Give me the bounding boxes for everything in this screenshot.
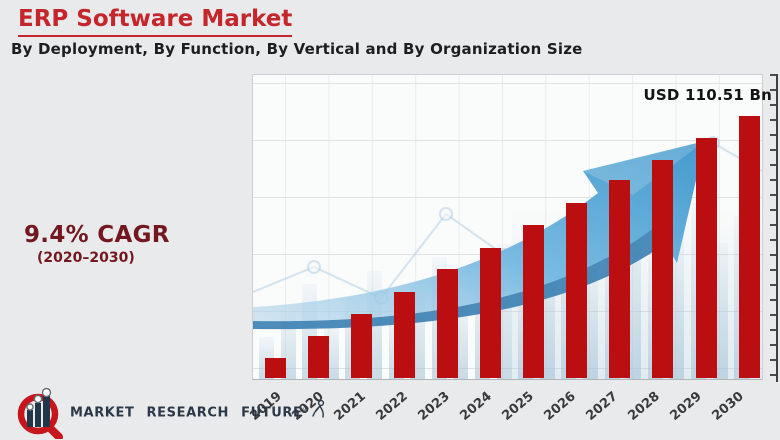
axis-tick <box>770 149 776 151</box>
logo-icon <box>17 387 63 439</box>
axis-tick <box>770 329 776 331</box>
bar-2027 <box>609 180 631 378</box>
x-axis-label: 2029 <box>667 389 705 424</box>
bar-2030 <box>738 116 760 378</box>
axis-tick <box>770 344 776 346</box>
cagr-value: 9.4% CAGR <box>24 222 170 248</box>
x-axis-label: 2023 <box>415 389 453 424</box>
axis-tick <box>770 134 776 136</box>
bar-2021 <box>351 314 373 378</box>
bar-2029 <box>695 138 717 378</box>
axis-tick <box>770 314 776 316</box>
axis-tick <box>770 194 776 196</box>
page-subtitle: By Deployment, By Function, By Vertical … <box>11 40 583 58</box>
axis-tick <box>770 269 776 271</box>
x-axis-label: 2025 <box>499 389 537 424</box>
bar-2022 <box>394 292 416 378</box>
value-annotation: USD 110.51 Bn <box>643 86 772 104</box>
axis-tick <box>770 104 776 106</box>
axis-tick <box>770 299 776 301</box>
brand-logo: MARKET RESEARCH FUTURE® <box>15 387 327 439</box>
axis-tick <box>770 359 776 361</box>
chart-plot-area <box>252 74 763 380</box>
x-axis-label: 2030 <box>709 389 747 424</box>
axis-tick <box>770 119 776 121</box>
cagr-period: (2020–2030) <box>37 250 135 266</box>
bar-2026 <box>566 203 588 378</box>
axis-tick <box>770 179 776 181</box>
registered-mark: ® <box>302 405 311 414</box>
x-axis-label: 2024 <box>457 389 495 424</box>
right-axis-line <box>776 74 778 382</box>
axis-tick <box>770 209 776 211</box>
axis-tick <box>770 374 776 376</box>
bar-2025 <box>523 225 545 378</box>
plot-decorations <box>253 75 762 379</box>
bar-2023 <box>437 269 459 378</box>
bar-2024 <box>480 248 502 378</box>
bar-2028 <box>652 160 674 378</box>
logo-text: MARKET RESEARCH FUTURE® <box>70 405 311 421</box>
x-axis-label: 2022 <box>373 389 411 424</box>
axis-tick <box>770 89 776 91</box>
bar-2020 <box>308 336 330 378</box>
x-axis-labels: 2019 2020 2021 2022 2023 2024 2025 2026 2027 2028… <box>247 386 772 440</box>
axis-tick <box>770 254 776 256</box>
axis-tick <box>770 239 776 241</box>
x-axis-label: 2027 <box>583 389 621 424</box>
x-axis-label: 2026 <box>541 389 579 424</box>
x-axis-label: 2028 <box>625 389 663 424</box>
axis-tick <box>770 74 776 76</box>
axis-tick <box>770 164 776 166</box>
bar-2019 <box>265 358 286 378</box>
figure-doodle-icon <box>312 399 325 418</box>
growth-arrow-icon <box>253 141 705 330</box>
axis-tick <box>770 284 776 286</box>
x-axis-label: 2021 <box>331 389 369 424</box>
page-title[interactable]: ERP Software Market <box>18 6 293 37</box>
axis-tick <box>770 224 776 226</box>
